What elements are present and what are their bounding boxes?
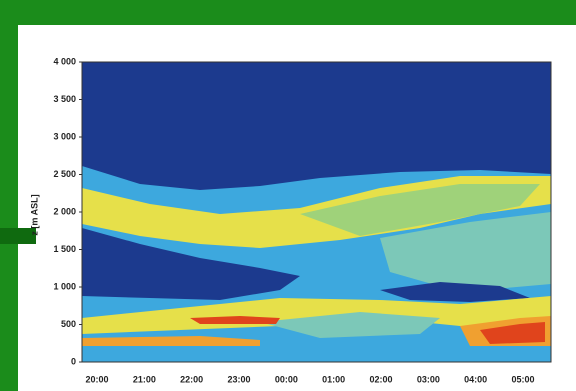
x-tick-label: 03:00 bbox=[417, 374, 440, 384]
y-tick-label: 0 bbox=[71, 356, 76, 366]
x-tick-label: 01:00 bbox=[322, 374, 345, 384]
y-tick-label: 1 500 bbox=[53, 244, 76, 254]
x-tick-label: 04:00 bbox=[464, 374, 487, 384]
y-tick-label: 3 000 bbox=[53, 131, 76, 141]
y-axis-label: z [m ASL] bbox=[29, 194, 39, 235]
y-tick-label: 4 000 bbox=[53, 56, 76, 66]
heatmap bbox=[82, 62, 551, 362]
x-tick-label: 02:00 bbox=[369, 374, 392, 384]
y-tick-label: 1 000 bbox=[53, 281, 76, 291]
x-tick-label: 00:00 bbox=[275, 374, 298, 384]
x-tick-label: 21:00 bbox=[133, 374, 156, 384]
x-tick-label: 05:00 bbox=[511, 374, 534, 384]
x-tick-label: 20:00 bbox=[85, 374, 108, 384]
x-tick-label: 22:00 bbox=[180, 374, 203, 384]
y-tick-label: 3 500 bbox=[53, 94, 76, 104]
x-tick-label: 23:00 bbox=[227, 374, 250, 384]
y-tick-label: 2 000 bbox=[53, 206, 76, 216]
y-tick-label: 500 bbox=[61, 319, 76, 329]
y-tick-label: 2 500 bbox=[53, 169, 76, 179]
slide: z [m ASL] 0 500 1 000 1 500 2 000 2 500 3 000 3… bbox=[0, 0, 576, 391]
